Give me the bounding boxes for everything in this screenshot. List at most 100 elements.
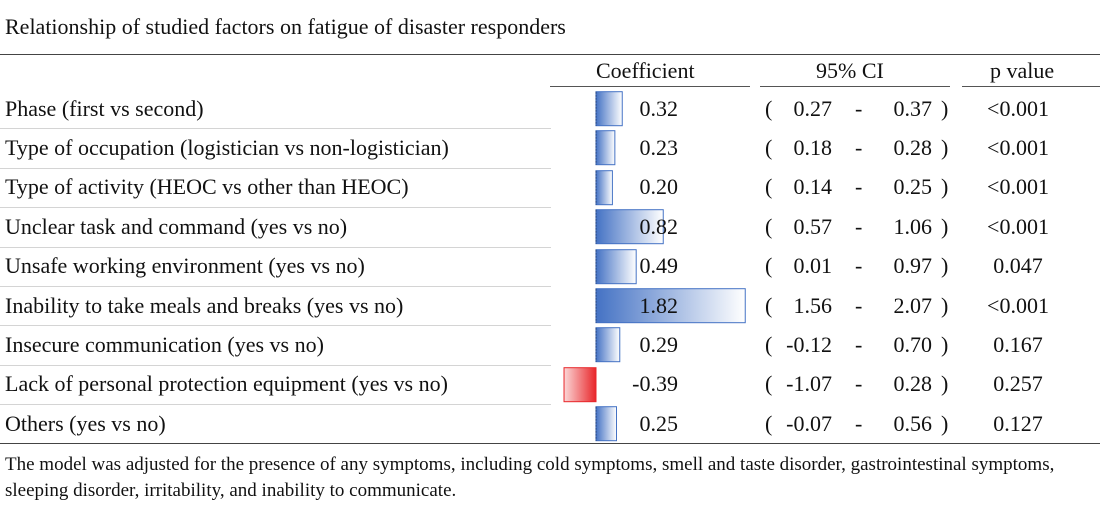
row-coefficient: 0.25 xyxy=(639,410,679,436)
row-p-value: 0.047 xyxy=(993,253,1043,279)
row-ci-low: 0.14 xyxy=(793,174,833,200)
row-separator xyxy=(0,128,551,130)
row-ci-high: 0.97 xyxy=(893,253,933,279)
row-factor-label: Lack of personal protection equipment (y… xyxy=(5,371,448,397)
table-row: Phase (first vs second) 0.32 (0.27- 0.37) <0… xyxy=(0,89,1100,128)
row-ci-high: 0.25 xyxy=(893,174,933,200)
ci-dash: - xyxy=(855,253,863,279)
row-separator xyxy=(0,207,551,209)
row-factor-label: Unclear task and command (yes vs no) xyxy=(5,213,348,239)
table-row: Others (yes vs no) 0.25 (-0.07- 0.56) 0.127 xyxy=(0,404,1100,443)
table-row: Insecure communication (yes vs no) 0.29(-… xyxy=(0,325,1100,364)
ci-close-paren: ) xyxy=(941,371,949,397)
coefficient-bar-positive xyxy=(595,248,637,284)
row-separator xyxy=(0,325,551,327)
header-coefficient: Coefficient xyxy=(596,58,695,83)
coefficient-bar-svg xyxy=(595,327,621,363)
ci-close-paren: ) xyxy=(941,95,949,121)
table-row: Unsafe working environment (yes vs no) 0.… xyxy=(0,247,1100,286)
ci-close-paren: ) xyxy=(941,213,949,239)
row-factor-label: Phase (first vs second) xyxy=(5,95,204,121)
table-row: Unclear task and command (yes vs no) 0.82… xyxy=(0,207,1100,246)
header-underline-ci xyxy=(760,86,950,87)
ci-close-paren: ) xyxy=(941,292,949,318)
row-ci-low: -0.12 xyxy=(786,331,832,357)
row-coefficient: 0.20 xyxy=(639,174,679,200)
row-p-value: 0.167 xyxy=(993,331,1043,357)
row-factor-label: Others (yes vs no) xyxy=(5,410,166,436)
table-row: Type of activity (HEOC vs other than HEO… xyxy=(0,168,1100,207)
coefficient-bar-positive xyxy=(595,209,664,245)
ci-open-paren: ( xyxy=(765,95,773,121)
row-coefficient: 0.23 xyxy=(639,134,679,160)
row-ci-low: 0.27 xyxy=(793,95,833,121)
ci-open-paren: ( xyxy=(765,134,773,160)
ci-dash: - xyxy=(855,213,863,239)
ci-close-paren: ) xyxy=(941,331,949,357)
ci-open-paren: ( xyxy=(765,331,773,357)
row-ci-high: 0.28 xyxy=(893,134,933,160)
ci-open-paren: ( xyxy=(765,292,773,318)
coefficient-bar-svg xyxy=(595,209,664,245)
row-p-value: 0.257 xyxy=(993,371,1043,397)
row-ci-low: -1.07 xyxy=(786,371,832,397)
ci-dash: - xyxy=(855,331,863,357)
coefficient-bar-negative xyxy=(563,366,597,402)
row-coefficient: 0.29 xyxy=(639,331,679,357)
row-p-value: <0.001 xyxy=(987,292,1049,318)
row-ci-low: 0.57 xyxy=(793,213,833,239)
row-separator xyxy=(0,364,551,366)
coefficient-bar-svg xyxy=(595,288,746,324)
coefficient-bar-svg xyxy=(595,130,616,166)
row-factor-label: Inability to take meals and breaks (yes … xyxy=(5,292,404,318)
row-ci-low: -0.07 xyxy=(786,410,832,436)
row-ci-low: 0.01 xyxy=(793,253,833,279)
row-factor-label: Insecure communication (yes vs no) xyxy=(5,331,324,357)
coefficient-bar-positive xyxy=(595,406,617,442)
ci-open-paren: ( xyxy=(765,174,773,200)
ci-dash: - xyxy=(855,174,863,200)
ci-dash: - xyxy=(855,292,863,318)
row-coefficient: 0.49 xyxy=(639,253,679,279)
ci-dash: - xyxy=(855,410,863,436)
header-underline-coefficient xyxy=(550,86,750,87)
bottom-rule xyxy=(0,443,1100,444)
row-separator xyxy=(0,286,551,287)
row-separator xyxy=(0,167,551,169)
row-p-value: <0.001 xyxy=(987,213,1049,239)
ci-open-paren: ( xyxy=(765,410,773,436)
table-row: Inability to take meals and breaks (yes … xyxy=(0,286,1100,325)
ci-close-paren: ) xyxy=(941,174,949,200)
coefficient-bar-positive xyxy=(595,288,746,324)
row-separator xyxy=(0,246,551,248)
row-factor-label: Unsafe working environment (yes vs no) xyxy=(5,253,365,279)
row-coefficient: 0.32 xyxy=(639,95,679,121)
ci-dash: - xyxy=(855,134,863,160)
row-factor-label: Type of occupation (logistician vs non-l… xyxy=(5,134,449,160)
coefficient-bar-svg xyxy=(595,91,623,127)
header-ci: 95% CI xyxy=(816,58,884,83)
footnote: The model was adjusted for the presence … xyxy=(5,454,1055,501)
row-coefficient: 0.82 xyxy=(639,213,679,239)
coefficient-bar-positive xyxy=(595,327,621,363)
ci-close-paren: ) xyxy=(941,410,949,436)
top-rule xyxy=(0,54,1100,55)
coefficient-bar-svg xyxy=(595,169,613,205)
row-coefficient: 1.82 xyxy=(639,292,679,318)
row-ci-high: 0.70 xyxy=(893,331,933,357)
row-coefficient: -0.39 xyxy=(632,371,678,397)
row-ci-high: 2.07 xyxy=(893,292,933,318)
row-p-value: 0.127 xyxy=(993,410,1043,436)
table-row: Type of occupation (logistician vs non-l… xyxy=(0,128,1100,167)
header-underline-pvalue xyxy=(962,86,1100,87)
ci-dash: - xyxy=(855,371,863,397)
row-ci-low: 1.56 xyxy=(793,292,833,318)
row-ci-high: 1.06 xyxy=(893,213,933,239)
row-ci-high: 0.28 xyxy=(893,371,933,397)
ci-close-paren: ) xyxy=(941,253,949,279)
ci-dash: - xyxy=(855,95,863,121)
coefficient-bar-svg xyxy=(595,406,617,442)
row-separator xyxy=(0,404,551,406)
row-p-value: <0.001 xyxy=(987,174,1049,200)
ci-open-paren: ( xyxy=(765,253,773,279)
